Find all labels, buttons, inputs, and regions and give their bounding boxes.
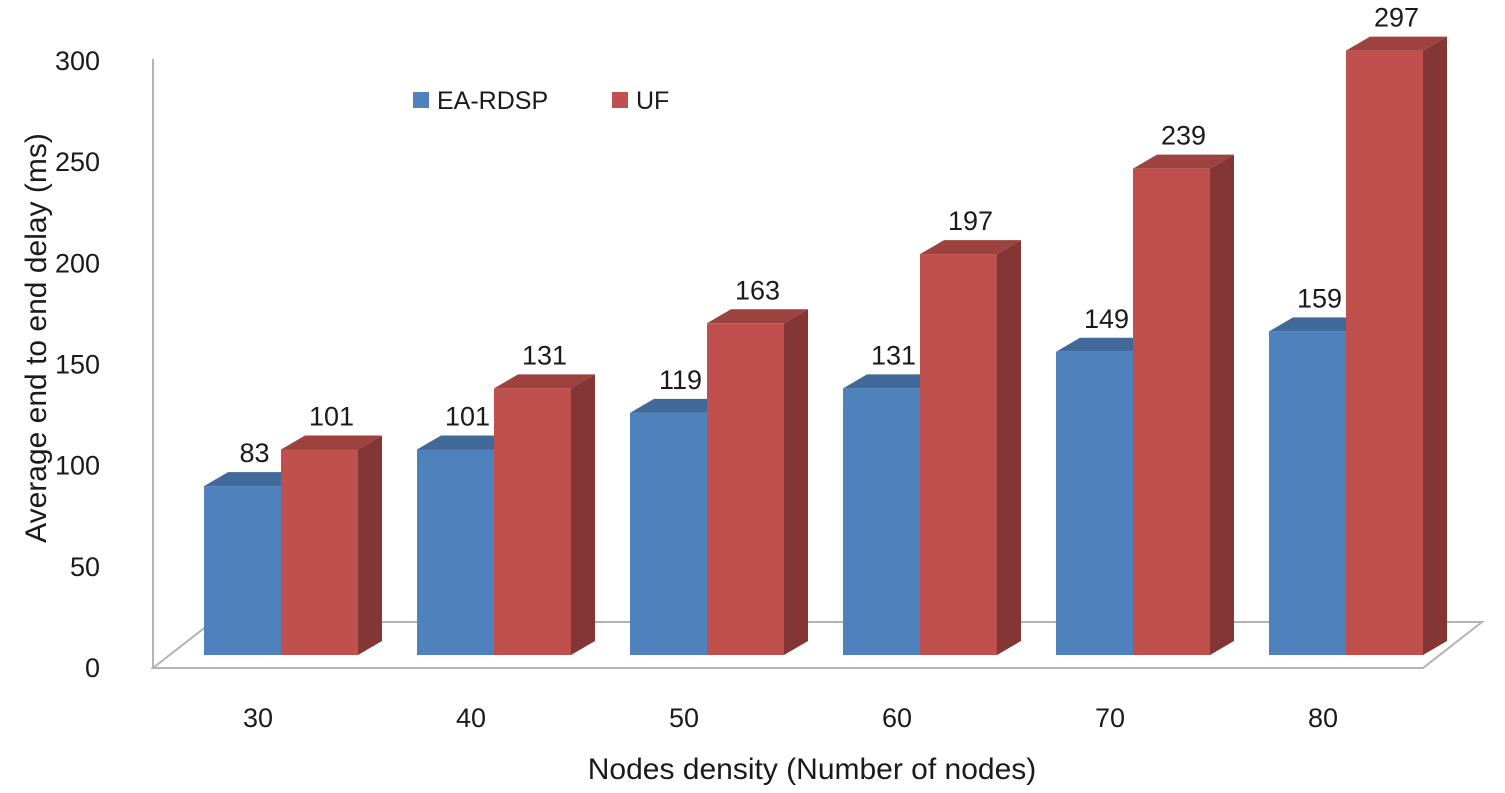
uf-bar-40	[494, 374, 595, 655]
bar-front-face	[843, 388, 920, 655]
legend-swatch-ea-rdsp	[413, 92, 429, 108]
uf-bar-30	[281, 435, 382, 655]
x-tick-label: 80	[1308, 703, 1338, 733]
y-tick-label: 100	[55, 451, 100, 481]
x-tick-label: 70	[1095, 703, 1125, 733]
bar-top-face	[494, 374, 595, 389]
bar-side-face	[784, 309, 808, 655]
ea-rdsp-bar-60-value-label: 131	[871, 340, 916, 370]
x-tick-label: 30	[243, 703, 273, 733]
bar-top-face	[1056, 337, 1157, 352]
y-tick-label: 200	[55, 248, 100, 278]
x-tick-label: 50	[669, 703, 699, 733]
legend: EA-RDSP UF	[413, 87, 669, 115]
bar-top-face	[843, 374, 944, 389]
uf-bar-80-value-label: 297	[1374, 3, 1419, 33]
legend-label-ea-rdsp: EA-RDSP	[437, 87, 548, 115]
uf-bar-70-value-label: 239	[1161, 121, 1206, 151]
bar-front-face	[494, 388, 571, 655]
ea-rdsp-bar-30-value-label: 83	[239, 438, 269, 468]
uf-bar-50-value-label: 163	[735, 275, 780, 305]
uf-bar-40-value-label: 131	[522, 340, 567, 370]
uf-bar-30-value-label: 101	[309, 401, 354, 431]
bar-front-face	[1269, 331, 1346, 655]
bar-side-face	[997, 240, 1021, 656]
data-labels: 83 101 101 131 119 163 131 197 149 239 159 297	[239, 3, 1419, 468]
y-tick-label: 250	[55, 147, 100, 177]
ea-rdsp-bar-70-value-label: 149	[1084, 304, 1129, 334]
bar-top-face	[707, 309, 808, 324]
bar-top-face	[920, 240, 1021, 255]
x-axis-title: Nodes density (Number of nodes)	[588, 753, 1037, 786]
bar-front-face	[920, 254, 997, 656]
ea-rdsp-bar-50-value-label: 119	[659, 365, 702, 395]
bar-top-face	[1269, 317, 1370, 332]
legend-label-uf: UF	[636, 87, 669, 115]
bar-front-face	[707, 323, 784, 655]
y-tick-label: 0	[85, 653, 100, 683]
uf-bar-60-value-label: 197	[948, 206, 993, 236]
bar-top-face	[281, 435, 382, 450]
bar-front-face	[281, 449, 358, 655]
y-tick-label: 300	[55, 46, 100, 76]
bar-top-face	[204, 472, 305, 487]
bar-front-face	[630, 412, 707, 655]
bar-front-face	[1133, 168, 1210, 655]
y-axis-title: Average end to end delay (ms)	[20, 133, 53, 543]
uf-bar-50	[707, 309, 808, 655]
ea-rdsp-bar-40-value-label: 101	[445, 401, 490, 431]
bar-front-face	[417, 449, 494, 655]
ea-rdsp-bar-80-value-label: 159	[1297, 283, 1342, 313]
bar-top-face	[630, 398, 731, 413]
uf-bar-80	[1346, 36, 1447, 656]
uf-bar-70	[1133, 154, 1234, 655]
bar-top-face	[417, 435, 518, 450]
bar-side-face	[1423, 36, 1447, 656]
bars	[204, 36, 1447, 656]
bar-top-face	[1133, 154, 1234, 169]
bar-side-face	[1210, 154, 1234, 655]
x-tick-label: 40	[456, 703, 486, 733]
bar-front-face	[1056, 351, 1133, 655]
bar-side-face	[571, 374, 595, 655]
legend-swatch-uf	[612, 92, 628, 108]
y-tick-label: 50	[70, 552, 100, 582]
y-tick-label: 150	[55, 350, 100, 380]
y-tick-labels: 0 50 100 150 200 250 300	[55, 46, 100, 683]
bar-top-face	[1346, 36, 1447, 51]
uf-bar-60	[920, 240, 1021, 656]
bar-front-face	[204, 486, 281, 655]
bar-side-face	[358, 435, 382, 655]
x-tick-labels: 30 40 50 60 70 80	[243, 703, 1338, 733]
bar-front-face	[1346, 50, 1423, 656]
x-tick-label: 60	[882, 703, 912, 733]
